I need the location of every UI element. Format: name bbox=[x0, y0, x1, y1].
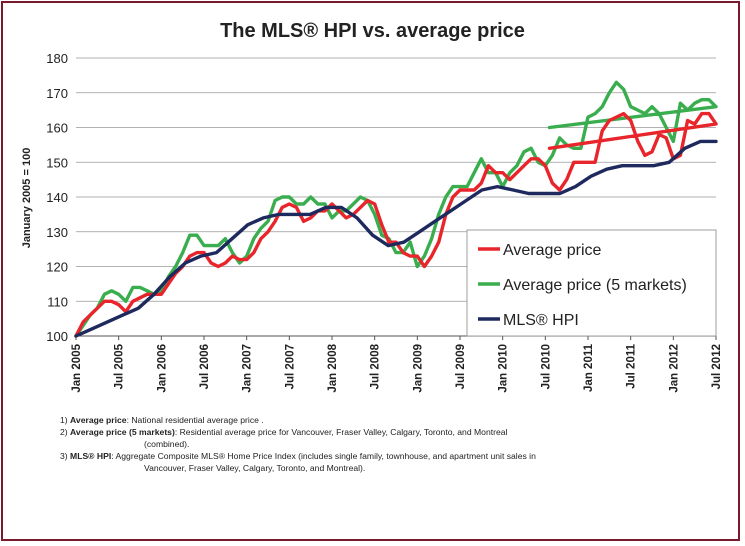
x-tick-label: Jul 2005 bbox=[114, 343, 126, 389]
series-line bbox=[74, 139, 718, 338]
footnote-number: 3) bbox=[60, 451, 68, 461]
footnotes: 1) Average price: National residential a… bbox=[60, 414, 660, 474]
x-tick-label: Jul 2006 bbox=[199, 344, 211, 389]
legend: Average price Average price (5 markets) ML… bbox=[466, 229, 717, 337]
y-tick-label: 170 bbox=[46, 86, 68, 101]
footnote-1: 1) Average price: National residential a… bbox=[60, 414, 660, 426]
chart-title: The MLS® HPI vs. average price bbox=[220, 20, 525, 42]
y-tick-label: 100 bbox=[46, 329, 68, 344]
y-axis-label: January 2005 = 100 bbox=[21, 148, 33, 249]
x-tick-label: Jan 2012 bbox=[668, 344, 680, 393]
footnote-continuation: (combined). bbox=[144, 439, 190, 449]
x-tick-label: Jan 2006 bbox=[156, 344, 168, 393]
x-tick-labels: Jan 2005 Jul 2005 Jan 2006 Jul 2006 Jan 2007… bbox=[71, 336, 723, 393]
y-tick-label: 140 bbox=[46, 190, 68, 205]
footnote-text: : Residential average price for Vancouve… bbox=[174, 427, 508, 437]
x-tick-label: Jul 2007 bbox=[284, 344, 296, 389]
footnote-term: Average price bbox=[70, 415, 127, 425]
x-tick-label: Jan 2005 bbox=[71, 343, 83, 392]
x-tick-label: Jan 2009 bbox=[412, 344, 424, 393]
x-tick-label: Jan 2011 bbox=[583, 343, 595, 392]
footnote-3: 3) MLS® HPI: Aggregate Composite MLS® Ho… bbox=[60, 450, 660, 474]
x-tick-label: Jan 2007 bbox=[242, 344, 254, 393]
footnote-number: 2) bbox=[60, 427, 68, 437]
y-tick-labels: 100 110 120 130 140 150 160 170 180 bbox=[46, 51, 68, 344]
y-tick-label: 180 bbox=[46, 51, 68, 66]
footnote-term: MLS® HPI bbox=[70, 451, 112, 461]
x-tick-label: Jan 2008 bbox=[327, 343, 339, 392]
y-tick-label: 120 bbox=[46, 260, 68, 275]
y-tick-label: 150 bbox=[46, 155, 68, 170]
footnote-2: 2) Average price (5 markets): Residentia… bbox=[60, 426, 660, 450]
x-tick-label: Jul 2012 bbox=[711, 344, 723, 389]
x-tick-label: Jul 2011 bbox=[626, 343, 638, 388]
y-tick-label: 130 bbox=[46, 225, 68, 240]
series-lines bbox=[74, 80, 718, 338]
legend-label: MLS® HPI bbox=[503, 312, 579, 329]
y-tick-label: 160 bbox=[46, 121, 68, 136]
footnote-continuation: Vancouver, Fraser Valley, Calgary, Toron… bbox=[144, 463, 366, 473]
x-tick-label: Jul 2009 bbox=[455, 344, 467, 389]
x-tick-label: Jan 2010 bbox=[498, 344, 510, 393]
legend-box bbox=[466, 229, 717, 337]
footnote-text: : Aggregate Composite MLS® Home Price In… bbox=[111, 451, 536, 461]
x-tick-label: Jul 2010 bbox=[540, 344, 552, 389]
footnote-text: : National residential average price . bbox=[126, 415, 264, 425]
series-line bbox=[74, 80, 718, 338]
footnote-term: Average price (5 markets) bbox=[70, 427, 175, 437]
legend-label: Average price bbox=[503, 242, 602, 259]
x-tick-label: Jul 2008 bbox=[370, 343, 382, 389]
y-tick-label: 110 bbox=[47, 294, 68, 309]
legend-label: Average price (5 markets) bbox=[503, 277, 687, 294]
footnote-number: 1) bbox=[60, 415, 68, 425]
